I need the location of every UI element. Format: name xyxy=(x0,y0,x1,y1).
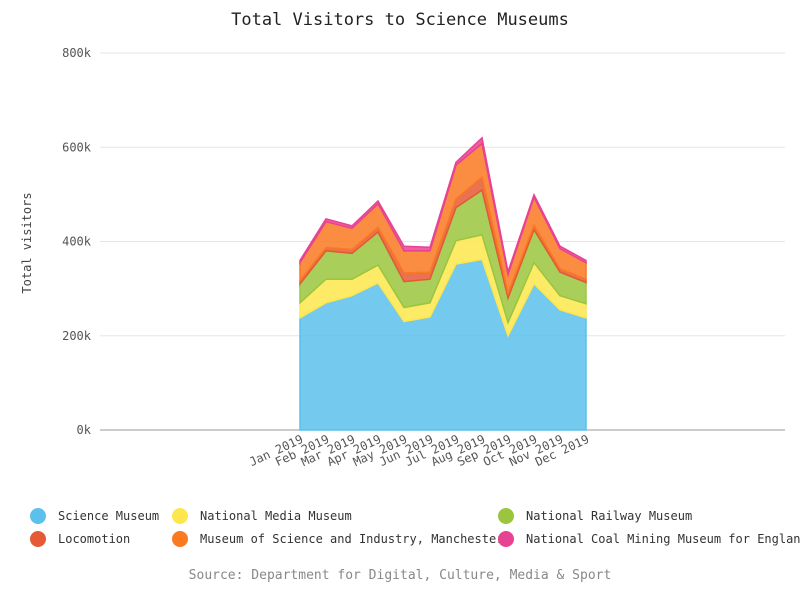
y-tick-label: 800k xyxy=(62,46,92,60)
source-credit: Source: Department for Digital, Culture,… xyxy=(188,568,612,583)
legend-item[interactable]: National Railway Museum xyxy=(498,508,692,524)
y-tick-label: 600k xyxy=(62,140,92,154)
y-axis-label: Total visitors xyxy=(20,192,34,293)
legend-swatch xyxy=(30,531,46,547)
legend-swatch xyxy=(498,508,514,524)
y-tick-label: 200k xyxy=(62,329,92,343)
legend-label: National Media Museum xyxy=(200,509,352,523)
legend-label: Museum of Science and Industry, Manchest… xyxy=(200,532,504,546)
series-area-national-coal-mining-museum-for-england xyxy=(299,136,587,278)
legend-item[interactable]: National Coal Mining Museum for England xyxy=(498,531,800,547)
series-areas xyxy=(299,136,587,431)
legend-swatch xyxy=(172,508,188,524)
legend-label: National Railway Museum xyxy=(526,509,693,523)
legend-item[interactable]: Science Museum xyxy=(30,508,159,524)
legend-label: Science Museum xyxy=(58,509,160,523)
chart-title: Total Visitors to Science Museums xyxy=(231,10,569,30)
legend-item[interactable]: National Media Museum xyxy=(172,508,352,524)
legend-item[interactable]: Locomotion xyxy=(30,531,130,547)
legend-label: National Coal Mining Museum for England xyxy=(526,532,800,546)
y-tick-label: 400k xyxy=(62,235,92,249)
legend-swatch xyxy=(172,531,188,547)
legend-swatch xyxy=(30,508,46,524)
legend-item[interactable]: Museum of Science and Industry, Manchest… xyxy=(172,531,503,547)
y-tick-label: 0k xyxy=(77,423,92,437)
legend-swatch xyxy=(498,531,514,547)
legend-label: Locomotion xyxy=(58,532,131,546)
